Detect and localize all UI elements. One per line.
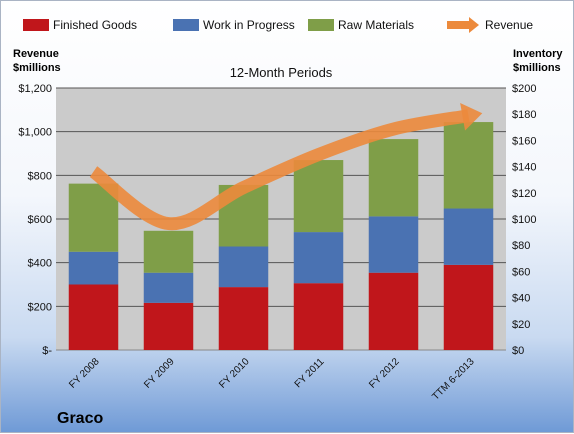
right-tick-label: $0 [512,345,524,357]
bar-work-in-progress [443,208,494,265]
x-tick-label: FY 2009 [142,356,177,391]
legend: Finished Goods Work in Progress Raw Materi… [23,17,533,33]
right-tick-label: $140 [512,162,536,174]
left-tick-label: $800 [28,170,52,182]
bar-finished-goods [443,264,494,350]
bar-raw-materials [68,183,119,252]
x-tick-label: FY 2008 [67,356,102,391]
right-axis-ticks: $0 $20 $40 $60 $80 $100 $120 $140 $160 $180 $200 [512,83,536,357]
bar-finished-goods [143,302,194,350]
revenue-line [89,109,470,231]
bar-finished-goods [368,272,419,350]
bar-finished-goods [68,284,119,350]
left-tick-label: $- [42,345,52,357]
x-axis-ticks: FY 2008 FY 2009 FY 2010 FY 2011 FY 2012 TTM 6… [67,356,477,403]
bar-work-in-progress [218,246,269,288]
right-tick-label: $80 [512,240,530,252]
bar-raw-materials [293,160,344,233]
left-tick-label: $1,000 [18,127,52,139]
left-axis-ticks: $- $200 $400 $600 $800 $1,000 $1,200 [18,83,52,357]
gridlines [56,87,506,351]
x-tick-label: FY 2012 [367,356,402,391]
right-tick-label: $200 [512,83,536,95]
bar-raw-materials [368,139,419,217]
left-tick-label: $600 [28,214,52,226]
x-tick-label: FY 2010 [217,356,252,391]
left-tick-label: $200 [28,301,52,313]
right-tick-label: $100 [512,214,536,226]
right-tick-label: $60 [512,266,530,278]
legend-swatch-raw-materials [308,19,334,31]
legend-arrow-revenue [469,17,479,33]
right-tick-label: $40 [512,293,530,305]
bar-work-in-progress [68,251,119,285]
bars-group [68,122,494,350]
legend-label: Work in Progress [203,18,295,32]
bar-work-in-progress [143,272,194,303]
right-axis-title-line2: $millions [513,62,561,74]
right-tick-label: $20 [512,319,530,331]
right-tick-label: $160 [512,135,536,147]
company-name: Graco [57,410,103,427]
bar-raw-materials [443,122,494,209]
right-tick-label: $180 [512,109,536,121]
revenue-line-group [89,102,483,231]
left-tick-label: $1,200 [18,83,52,95]
legend-label: Finished Goods [53,18,137,32]
bar-work-in-progress [293,232,344,284]
legend-swatch-finished-goods [23,19,49,31]
legend-label: Revenue [485,18,533,32]
x-tick-label: TTM 6-2013 [430,356,477,403]
x-tick-label: FY 2011 [293,356,327,390]
bar-finished-goods [293,283,344,350]
bar-finished-goods [218,287,269,350]
left-tick-label: $400 [28,258,52,270]
bar-raw-materials [143,230,194,273]
left-axis-title-line1: Revenue [13,48,59,60]
bar-work-in-progress [368,216,419,273]
chart-title: 12-Month Periods [230,65,333,80]
right-axis-title-line1: Inventory [513,48,563,60]
left-axis-title-line2: $millions [13,62,61,74]
revenue-arrowhead [460,102,483,131]
right-tick-label: $120 [512,188,536,200]
legend-label: Raw Materials [338,18,414,32]
legend-swatch-work-in-progress [173,19,199,31]
